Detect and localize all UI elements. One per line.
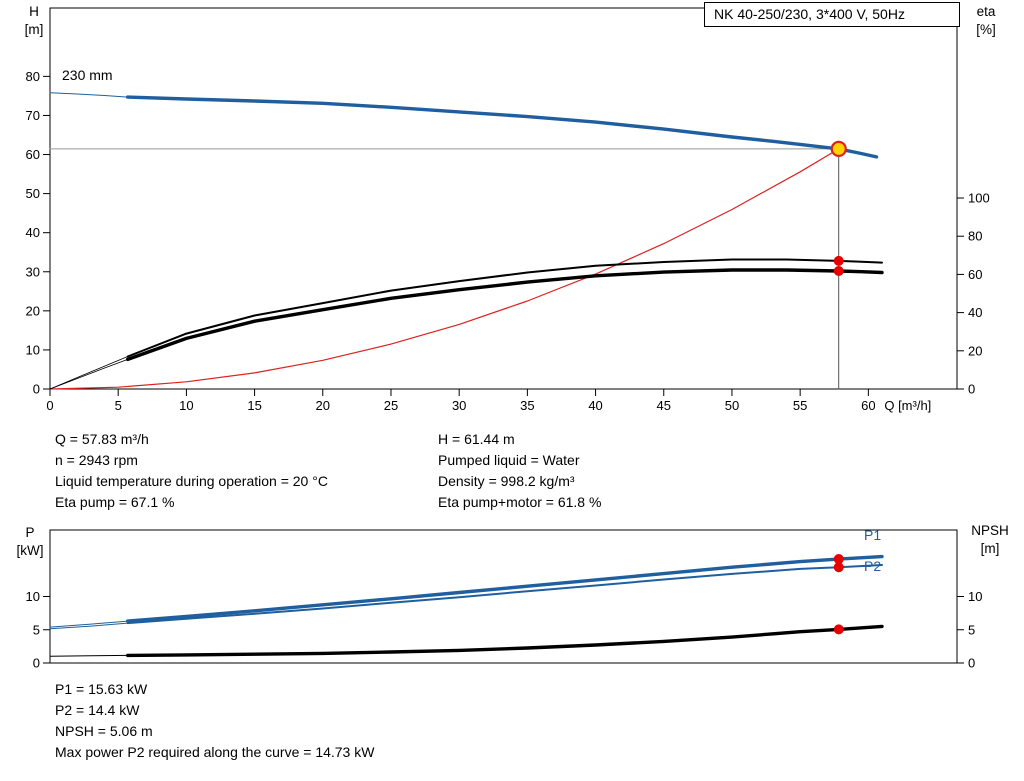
svg-text:45: 45 xyxy=(657,398,671,413)
eta-axis-symbol: eta xyxy=(976,4,996,19)
detail-p1: P1 = 15.63 kW xyxy=(55,681,148,697)
detail-eta-pump: Eta pump = 67.1 % xyxy=(55,494,175,510)
svg-text:100: 100 xyxy=(968,191,990,206)
h-axis-symbol: H xyxy=(29,4,39,19)
detail-eta-pump-motor: Eta pump+motor = 61.8 % xyxy=(438,494,602,510)
duty-details-right: H = 61.44 m Pumped liquid = Water Densit… xyxy=(438,429,601,513)
svg-text:0: 0 xyxy=(33,656,40,671)
detail-density: Density = 998.2 kg/m³ xyxy=(438,473,575,489)
svg-text:60: 60 xyxy=(861,398,875,413)
svg-text:50: 50 xyxy=(26,186,40,201)
detail-h: H = 61.44 m xyxy=(438,431,515,447)
svg-text:40: 40 xyxy=(588,398,602,413)
power-details: P1 = 15.63 kW P2 = 14.4 kW NPSH = 5.06 m… xyxy=(55,679,374,763)
detail-liquid-temp: Liquid temperature during operation = 20… xyxy=(55,473,328,489)
detail-npsh: NPSH = 5.06 m xyxy=(55,723,153,739)
svg-text:0: 0 xyxy=(968,382,975,397)
svg-text:5: 5 xyxy=(968,622,975,637)
svg-text:55: 55 xyxy=(793,398,807,413)
svg-text:15: 15 xyxy=(247,398,261,413)
svg-text:70: 70 xyxy=(26,108,40,123)
svg-text:5: 5 xyxy=(115,398,122,413)
svg-text:80: 80 xyxy=(968,229,982,244)
eta-axis-unit: [%] xyxy=(976,22,996,37)
h-axis-label: H [m] xyxy=(14,3,54,39)
svg-text:25: 25 xyxy=(384,398,398,413)
detail-p2: P2 = 14.4 kW xyxy=(55,702,140,718)
svg-text:0: 0 xyxy=(33,382,40,397)
svg-text:10: 10 xyxy=(26,342,40,357)
p-axis-unit: [kW] xyxy=(16,543,44,558)
svg-text:10: 10 xyxy=(968,589,982,604)
p-axis-symbol: P xyxy=(25,525,35,540)
detail-pumped-liquid: Pumped liquid = Water xyxy=(438,452,580,468)
npsh-axis-symbol: NPSH xyxy=(971,523,1009,538)
p2-curve-label: P2 xyxy=(864,558,882,574)
svg-text:0: 0 xyxy=(968,656,975,671)
svg-text:60: 60 xyxy=(26,147,40,162)
detail-speed: n = 2943 rpm xyxy=(55,452,138,468)
duty-details-left: Q = 57.83 m³/h n = 2943 rpm Liquid tempe… xyxy=(55,429,328,513)
svg-text:40: 40 xyxy=(26,225,40,240)
svg-text:20: 20 xyxy=(26,303,40,318)
pump-designation: NK 40-250/230, 3*400 V, 50Hz xyxy=(714,6,905,22)
h-axis-unit: [m] xyxy=(24,22,44,37)
detail-q: Q = 57.83 m³/h xyxy=(55,431,149,447)
hq-eta-chart[interactable]: 0 5 10 15 20 25 30 35 40 45 50 55 60 0 10 20 30 40 50 60 70 8… xyxy=(0,0,1024,420)
svg-text:80: 80 xyxy=(26,69,40,84)
svg-text:20: 20 xyxy=(968,343,982,358)
svg-text:0: 0 xyxy=(46,398,53,413)
svg-text:30: 30 xyxy=(26,264,40,279)
eta-axis-label: eta [%] xyxy=(964,3,1008,39)
pump-designation-box: NK 40-250/230, 3*400 V, 50Hz xyxy=(704,2,960,27)
impeller-diameter-label: 230 mm xyxy=(62,67,113,83)
svg-text:30: 30 xyxy=(452,398,466,413)
npsh-axis-unit: [m] xyxy=(980,541,1000,556)
svg-text:10: 10 xyxy=(179,398,193,413)
detail-max-power: Max power P2 required along the curve = … xyxy=(55,744,375,760)
p1-curve-label: P1 xyxy=(864,527,882,543)
p-axis-label: P [kW] xyxy=(8,524,52,560)
svg-text:40: 40 xyxy=(968,305,982,320)
svg-text:Q [m³/h]: Q [m³/h] xyxy=(884,398,931,413)
power-npsh-chart[interactable]: 0 5 10 0 5 10 xyxy=(0,525,1024,675)
svg-text:5: 5 xyxy=(33,622,40,637)
npsh-axis-label: NPSH [m] xyxy=(962,522,1018,558)
svg-text:10: 10 xyxy=(26,589,40,604)
svg-text:50: 50 xyxy=(725,398,739,413)
svg-text:20: 20 xyxy=(316,398,330,413)
svg-text:60: 60 xyxy=(968,267,982,282)
svg-text:35: 35 xyxy=(520,398,534,413)
